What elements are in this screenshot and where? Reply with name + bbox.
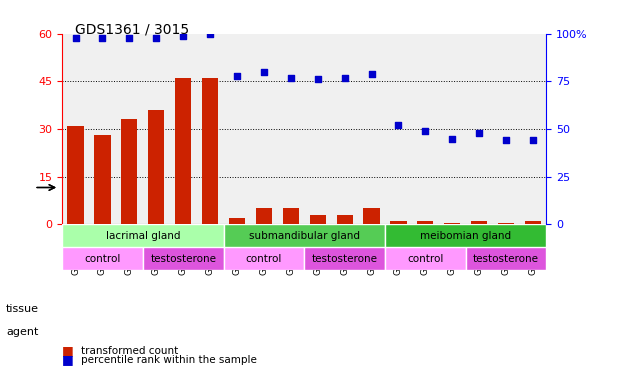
Text: ■: ■ (62, 354, 74, 366)
Point (152, 34, 161, 40)
Text: submandibular gland: submandibular gland (249, 231, 360, 241)
Point (124, 34, 134, 40)
Bar (175, 78, 191, 224)
Point (232, 73, 242, 79)
FancyBboxPatch shape (224, 224, 385, 247)
Bar (525, 221, 541, 224)
Bar (391, 221, 407, 224)
Bar (444, 223, 460, 224)
Bar (417, 221, 433, 224)
Bar (121, 120, 137, 224)
Bar (498, 223, 514, 224)
FancyBboxPatch shape (466, 247, 546, 270)
Text: GDS1361 / 3015: GDS1361 / 3015 (75, 22, 189, 36)
FancyBboxPatch shape (385, 247, 466, 270)
Text: lacrimal gland: lacrimal gland (106, 231, 180, 241)
Point (340, 75, 350, 81)
Bar (363, 209, 379, 224)
FancyBboxPatch shape (304, 247, 385, 270)
Bar (229, 218, 245, 224)
Text: testosterone: testosterone (150, 254, 216, 264)
Bar (68, 126, 84, 224)
Bar (94, 135, 111, 224)
Point (366, 71, 376, 77)
Text: meibomian gland: meibomian gland (420, 231, 511, 241)
FancyBboxPatch shape (62, 224, 224, 247)
FancyBboxPatch shape (143, 247, 224, 270)
Text: testosterone: testosterone (473, 254, 539, 264)
Point (71, 34, 81, 40)
Text: transformed count: transformed count (81, 346, 178, 355)
Point (528, 138, 538, 144)
FancyBboxPatch shape (385, 224, 546, 247)
FancyBboxPatch shape (224, 247, 304, 270)
Text: control: control (246, 254, 282, 264)
Point (501, 138, 511, 144)
Point (205, 31, 215, 37)
Bar (202, 78, 218, 224)
Bar (337, 215, 353, 224)
Point (286, 75, 296, 81)
Text: agent: agent (6, 327, 39, 337)
Text: tissue: tissue (6, 304, 39, 314)
Point (259, 69, 269, 75)
Point (394, 122, 404, 128)
FancyBboxPatch shape (62, 247, 143, 270)
Text: control: control (84, 254, 120, 264)
Point (420, 128, 430, 134)
Bar (310, 215, 326, 224)
Point (313, 76, 323, 82)
Point (178, 33, 188, 39)
Text: percentile rank within the sample: percentile rank within the sample (81, 355, 256, 365)
Bar (256, 209, 272, 224)
Bar (471, 221, 487, 224)
Point (447, 135, 457, 141)
Text: ■: ■ (62, 344, 74, 357)
Point (97, 34, 107, 40)
Text: testosterone: testosterone (312, 254, 378, 264)
Point (474, 130, 484, 136)
Bar (283, 209, 299, 224)
Text: control: control (407, 254, 443, 264)
Bar (148, 110, 165, 224)
